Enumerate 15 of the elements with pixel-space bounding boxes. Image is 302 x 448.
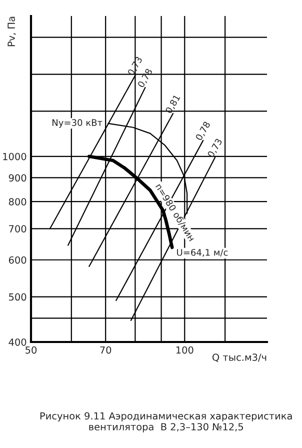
text: Рисунок 9.11 Аэродинамическая характеристика вентилятора В 2,3–130 №12,5 [40,412,292,432]
y-axis-title: Pv, Па [8,16,16,46]
x-tick-label: 100 [176,346,194,354]
annotation: Nу=30 кВт [52,119,102,128]
x-tick-label: 50 [26,346,37,354]
y-tick-label: 400 [8,338,26,346]
y-tick-label: 800 [8,198,26,206]
annotation: U=64,1 м/с [177,248,228,257]
y-tick-label: 700 [9,225,26,232]
y-tick-label: 500 [9,293,26,301]
x-axis-title: Q тыс.м3/ч [212,354,266,362]
y-tick-label: 1000 [3,152,26,160]
y-tick-label: 600 [8,256,26,264]
x-tick-label: 70 [100,346,112,354]
y-tick-label: 900 [8,174,26,182]
